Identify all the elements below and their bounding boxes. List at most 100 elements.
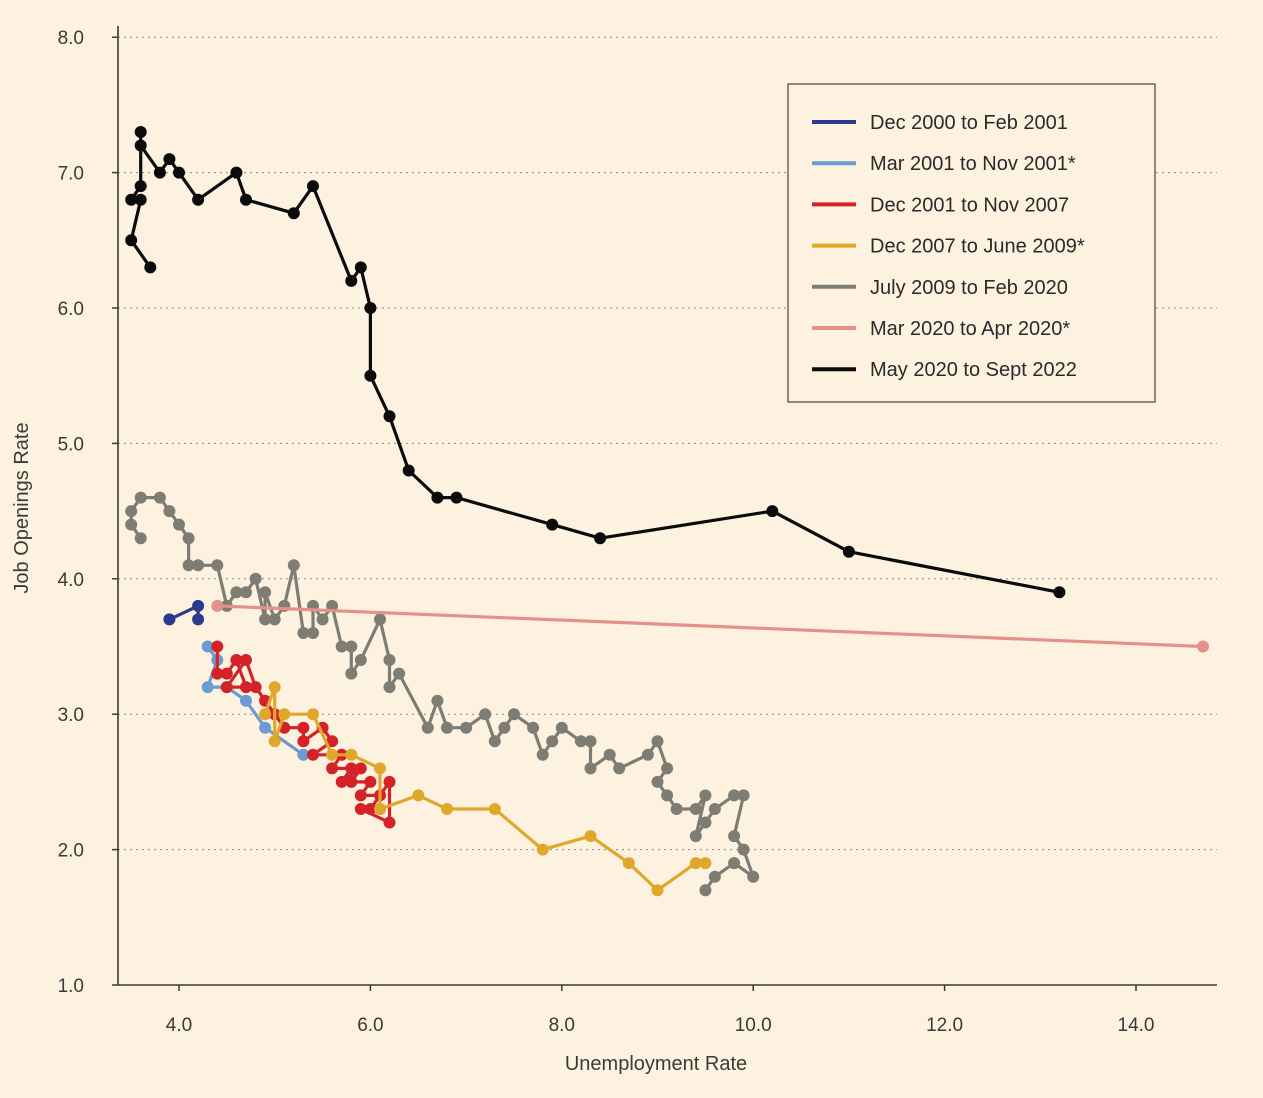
data-point — [182, 532, 195, 545]
data-point — [287, 559, 300, 572]
data-point — [345, 274, 358, 287]
series-5 — [211, 599, 1209, 653]
data-point — [326, 748, 339, 761]
data-point — [345, 640, 358, 653]
data-point — [354, 803, 367, 815]
data-point — [613, 762, 626, 775]
data-point — [661, 762, 674, 775]
data-point — [708, 803, 721, 815]
legend-label: May 2020 to Sept 2022 — [870, 359, 1077, 381]
data-point — [689, 830, 702, 843]
data-point — [460, 721, 473, 734]
data-point — [584, 735, 597, 748]
data-point — [144, 261, 157, 274]
data-point — [699, 789, 712, 802]
data-point — [230, 166, 243, 179]
data-point — [364, 302, 377, 314]
data-point — [201, 640, 214, 653]
data-point — [546, 735, 559, 748]
data-point — [641, 748, 654, 761]
data-point — [603, 748, 616, 761]
data-point — [737, 843, 750, 856]
data-point — [488, 735, 501, 748]
data-point — [450, 491, 463, 504]
data-point — [441, 721, 453, 734]
x-tick-label: 4.0 — [166, 1015, 192, 1036]
series-6 — [125, 126, 1066, 599]
data-point — [335, 640, 348, 653]
data-point — [240, 193, 252, 206]
x-tick-label: 14.0 — [1118, 1015, 1155, 1036]
data-point — [364, 369, 377, 382]
data-point — [689, 857, 702, 870]
data-point — [651, 735, 664, 748]
data-point — [728, 830, 741, 843]
data-point — [374, 613, 386, 626]
data-point — [163, 153, 176, 166]
y-tick-label: 5.0 — [58, 434, 84, 455]
data-point — [192, 559, 205, 572]
legend-box — [787, 83, 1156, 403]
data-point — [316, 613, 329, 626]
data-point — [134, 491, 147, 504]
data-point — [240, 586, 252, 599]
series-layer — [125, 126, 1209, 897]
data-point — [508, 708, 520, 721]
data-point — [240, 694, 252, 707]
data-point — [1053, 586, 1066, 599]
x-tick-label: 8.0 — [549, 1015, 575, 1036]
y-tick-label: 7.0 — [58, 164, 84, 185]
data-point — [259, 586, 272, 599]
data-point — [240, 654, 252, 666]
data-point — [699, 884, 712, 897]
y-tick-label: 6.0 — [58, 299, 84, 320]
data-point — [364, 803, 377, 815]
data-point — [230, 654, 243, 666]
series-2 — [211, 640, 396, 829]
data-point — [153, 491, 166, 504]
data-point — [766, 505, 779, 518]
data-point — [134, 126, 147, 138]
y-tick-label: 3.0 — [58, 705, 84, 726]
data-point — [383, 654, 396, 666]
data-point — [307, 627, 319, 639]
data-point — [268, 681, 281, 694]
data-point — [163, 505, 176, 518]
data-point — [297, 748, 310, 761]
data-point — [402, 464, 415, 477]
x-axis-title: Unemployment Rate — [565, 1053, 747, 1075]
data-point — [211, 667, 224, 680]
series-line — [129, 496, 755, 892]
data-point — [230, 586, 243, 599]
data-point — [211, 559, 224, 572]
data-point — [211, 599, 224, 612]
data-point — [842, 545, 855, 558]
data-point — [173, 166, 185, 179]
data-point — [594, 532, 607, 545]
data-point — [249, 572, 262, 585]
data-point — [326, 599, 339, 612]
data-point — [307, 180, 319, 193]
data-point — [421, 721, 434, 734]
data-point — [173, 518, 185, 531]
data-point — [661, 789, 674, 802]
data-point — [651, 775, 664, 788]
data-point — [354, 654, 367, 666]
data-point — [393, 667, 406, 680]
series-0 — [163, 599, 205, 626]
data-point — [622, 857, 635, 870]
x-tick-label: 10.0 — [735, 1015, 772, 1036]
x-tick-label: 6.0 — [357, 1015, 383, 1036]
data-point — [527, 721, 540, 734]
legend: Dec 2000 to Feb 2001 Mar 2001 to Nov 2001… — [787, 83, 1156, 403]
data-point — [220, 667, 233, 680]
data-point — [498, 721, 511, 734]
data-point — [297, 735, 310, 748]
data-point — [441, 803, 453, 815]
data-point — [134, 180, 147, 193]
data-point — [584, 830, 597, 843]
data-point — [211, 640, 224, 653]
data-point — [220, 681, 233, 694]
data-point — [259, 708, 272, 721]
data-point — [153, 166, 166, 179]
